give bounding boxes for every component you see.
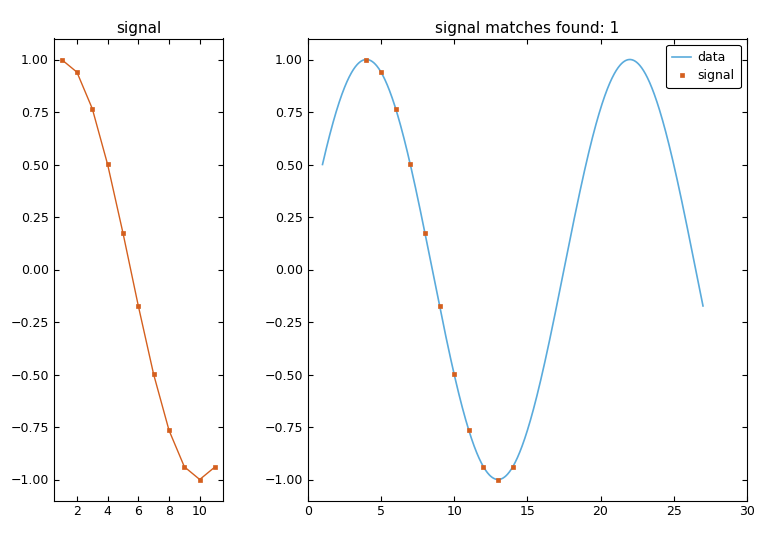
Title: signal: signal [116, 21, 161, 36]
data [615, 63, 624, 69]
data [580, 169, 589, 175]
data [625, 56, 634, 63]
data [472, 449, 481, 455]
data [698, 302, 708, 309]
Legend: data, signal: data, signal [666, 45, 741, 88]
signal [391, 106, 400, 112]
signal [479, 464, 488, 470]
signal [508, 464, 517, 470]
signal [464, 427, 474, 433]
data [622, 57, 631, 63]
data [357, 58, 366, 64]
data [318, 161, 327, 168]
signal [377, 69, 386, 75]
Line: signal: signal [364, 57, 515, 482]
data [485, 472, 494, 479]
signal [362, 56, 371, 63]
data [494, 476, 503, 483]
signal [494, 476, 503, 483]
Title: signal matches found: 1: signal matches found: 1 [435, 21, 620, 36]
Line: data: data [323, 59, 703, 480]
signal [406, 161, 415, 168]
signal [420, 230, 430, 236]
signal [450, 371, 459, 378]
signal [435, 302, 444, 309]
